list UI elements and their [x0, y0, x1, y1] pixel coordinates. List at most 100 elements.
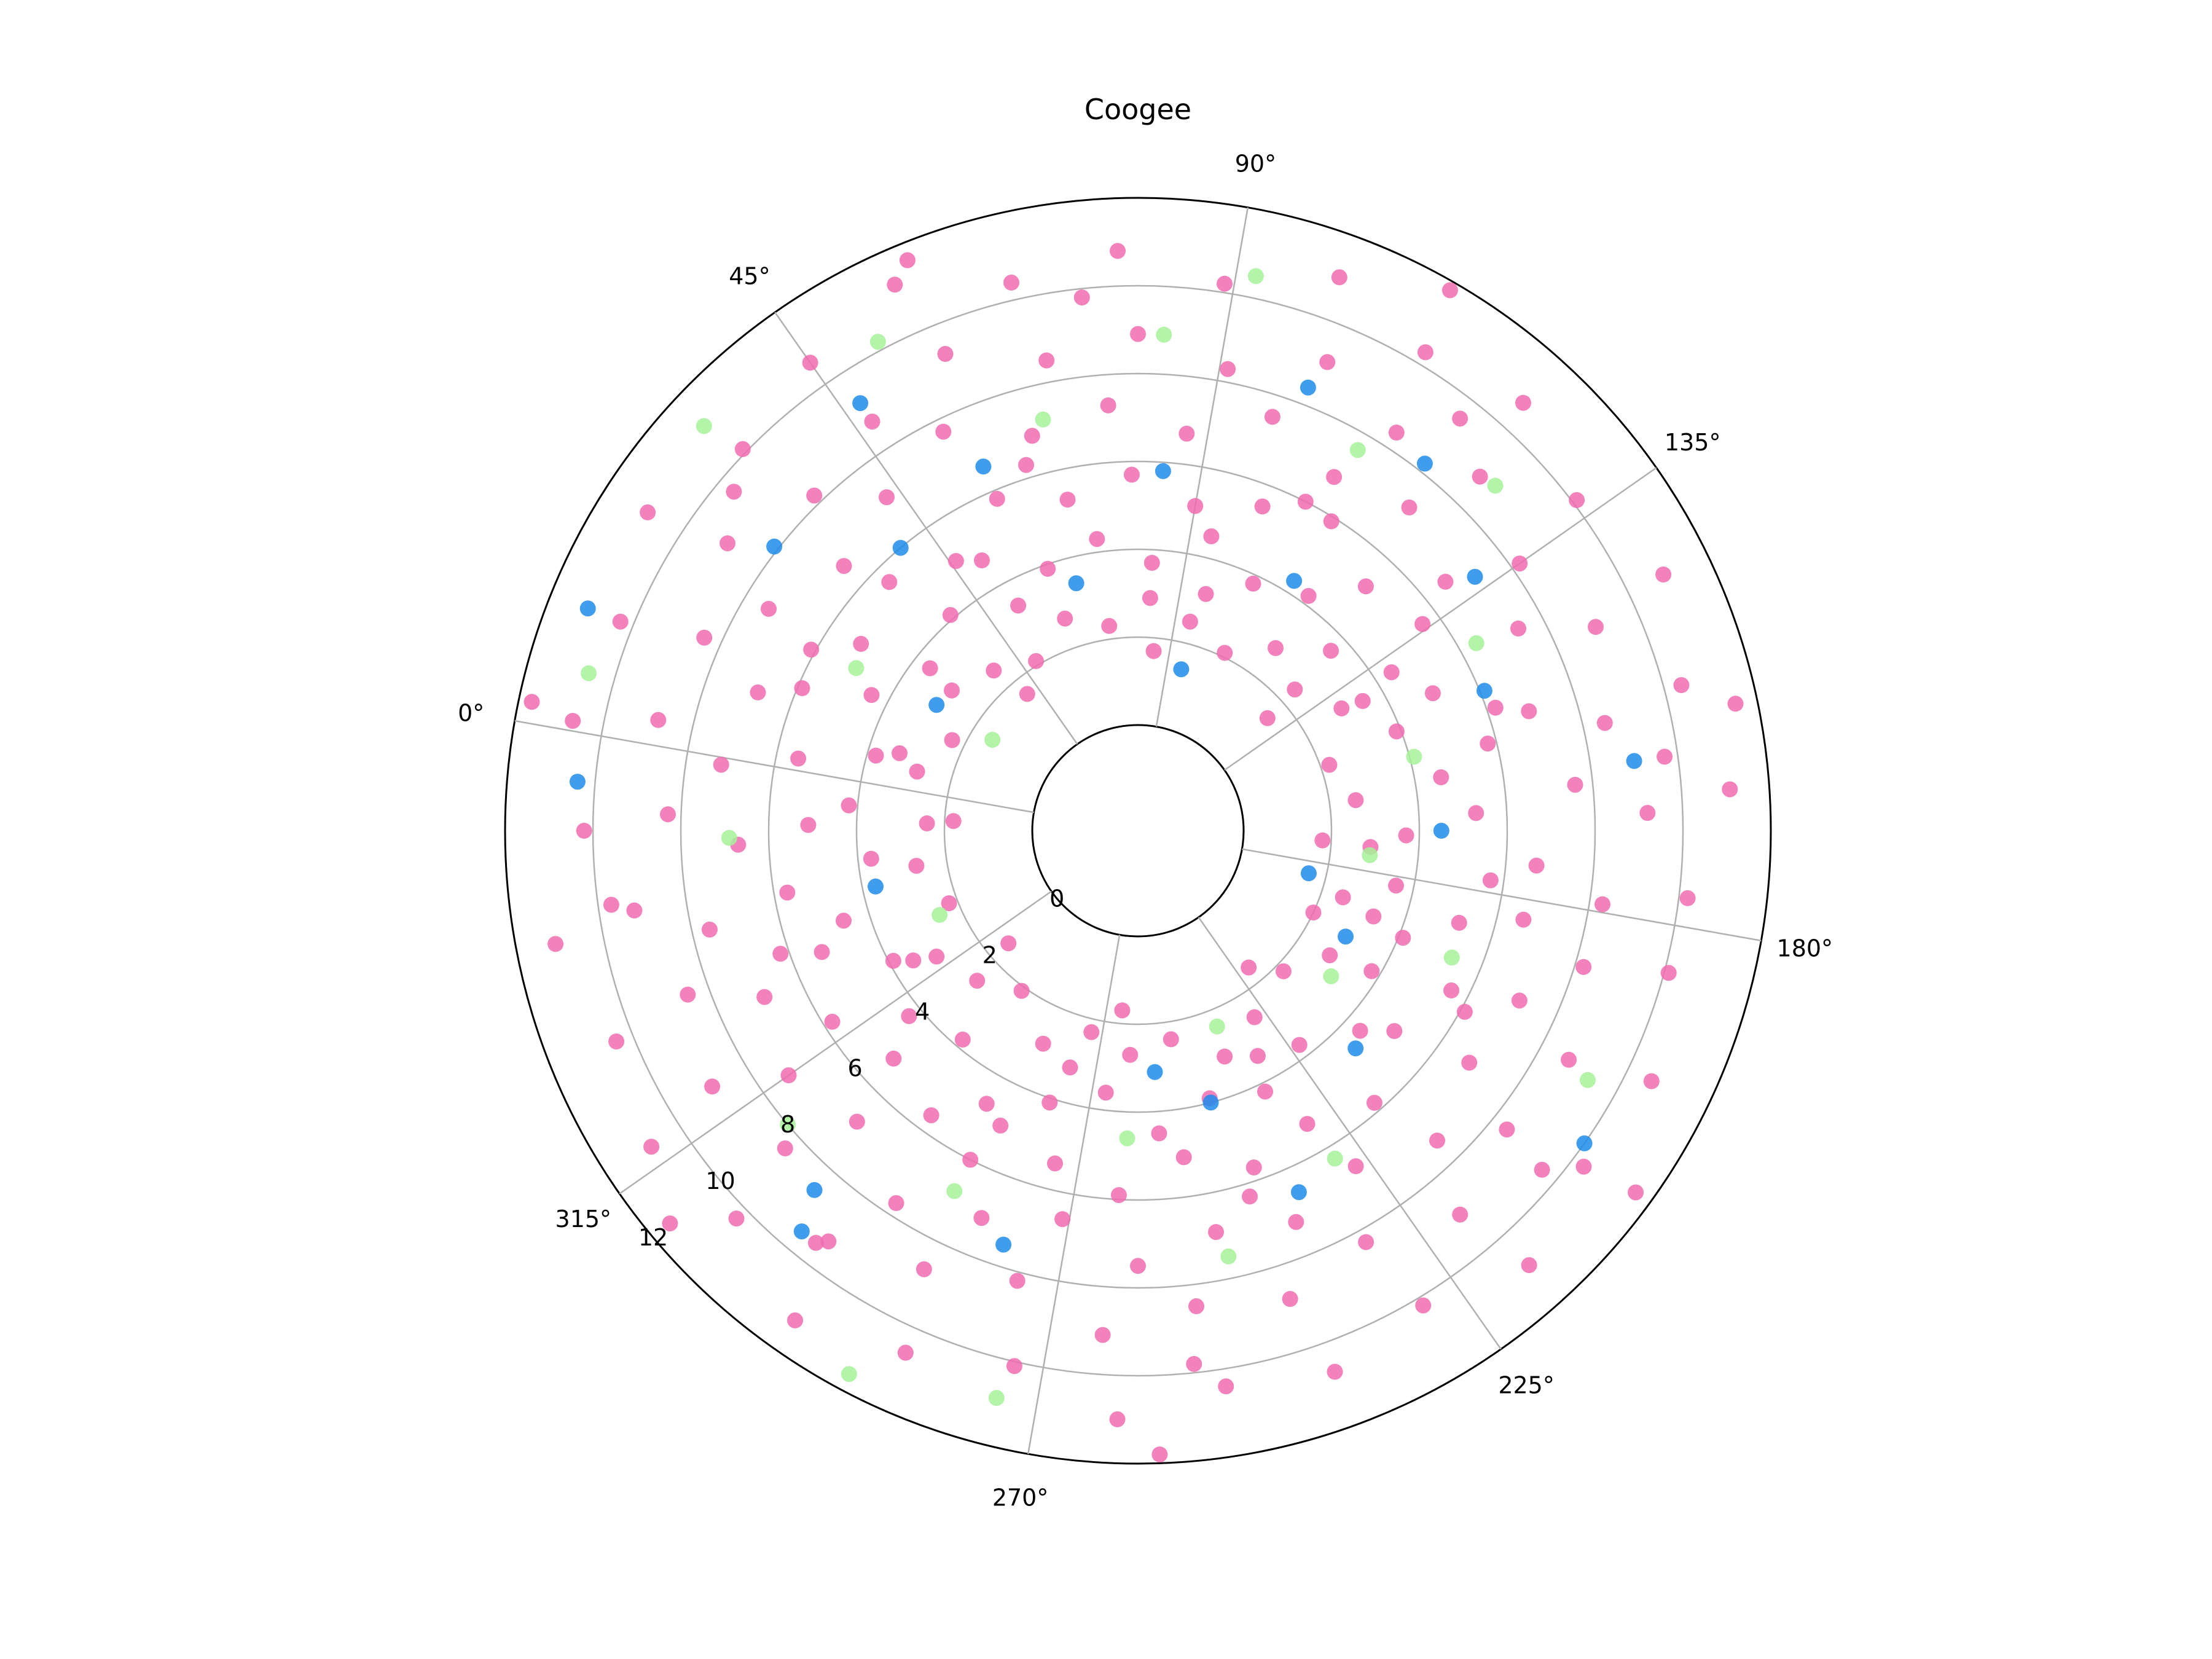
scatter-point-s0-131	[1575, 959, 1592, 975]
scatter-point-s0-221	[1241, 959, 1257, 976]
scatter-point-s0-13	[941, 895, 957, 911]
scatter-point-s0-138	[1094, 1327, 1111, 1343]
r-tick-label-8: 8	[780, 1111, 795, 1138]
scatter-point-s2-12	[696, 418, 712, 434]
scatter-point-s0-184	[802, 355, 818, 371]
scatter-point-s0-130	[1528, 857, 1545, 874]
scatter-point-s0-35	[1352, 1022, 1368, 1039]
scatter-point-s1-23	[793, 1223, 810, 1240]
scatter-point-s0-36	[1291, 1037, 1308, 1053]
scatter-point-s0-19	[986, 662, 1002, 679]
scatter-point-s0-87	[1059, 492, 1076, 508]
scatter-point-s0-223	[1000, 935, 1017, 952]
scatter-point-s0-59	[1300, 587, 1317, 604]
scatter-point-s0-120	[1024, 428, 1040, 444]
inner-axis-circle	[1031, 724, 1245, 938]
scatter-point-s0-18	[944, 682, 960, 699]
scatter-point-s0-179	[576, 823, 592, 839]
r-grid-circle-6	[767, 460, 1508, 1201]
scatter-point-s0-202	[1010, 597, 1027, 614]
scatter-point-s0-51	[922, 660, 938, 677]
theta-tick-label-135: 135°	[1665, 429, 1721, 456]
scatter-point-s0-107	[973, 1210, 990, 1226]
scatter-point-s0-216	[603, 896, 619, 913]
scatter-point-s2-1	[1323, 968, 1339, 984]
scatter-point-s0-182	[640, 504, 656, 520]
scatter-point-s0-82	[794, 680, 810, 696]
scatter-point-s0-5	[1217, 1048, 1233, 1065]
scatter-point-s0-118	[879, 489, 895, 506]
scatter-point-s0-74	[992, 1117, 1009, 1134]
scatter-point-s2-5	[988, 1390, 1005, 1406]
scatter-point-s0-65	[1451, 914, 1467, 931]
scatter-point-s0-11	[969, 973, 986, 989]
scatter-point-s0-104	[1208, 1224, 1224, 1241]
scatter-point-s1-16	[1286, 573, 1303, 589]
scatter-point-s1-19	[1626, 753, 1642, 769]
scatter-point-s0-196	[1679, 890, 1696, 906]
r-tick-label-4: 4	[915, 998, 930, 1025]
scatter-point-s0-205	[1456, 1003, 1473, 1020]
scatter-point-s0-159	[1512, 555, 1528, 572]
scatter-point-s0-186	[1003, 274, 1019, 291]
scatter-point-s0-0	[1335, 889, 1351, 906]
scatter-point-s0-158	[1472, 468, 1488, 485]
scatter-point-s0-115	[750, 684, 766, 700]
scatter-point-s0-197	[1365, 908, 1382, 925]
scatter-point-s0-209	[803, 641, 820, 658]
scatter-point-s0-193	[1655, 567, 1672, 582]
scatter-point-s0-109	[849, 1113, 865, 1130]
scatter-point-s0-73	[1047, 1155, 1063, 1172]
scatter-point-s0-80	[800, 817, 817, 833]
chart-title: Coogee	[1084, 93, 1191, 126]
scatter-point-s1-3	[1290, 1184, 1307, 1201]
scatter-point-s0-119	[935, 423, 952, 440]
scatter-point-s0-195	[1722, 781, 1738, 798]
scatter-point-s0-167	[1521, 1257, 1537, 1273]
theta-tick-label-315: 315°	[555, 1206, 612, 1233]
scatter-point-s0-142	[777, 1140, 793, 1156]
scatter-point-s0-75	[923, 1107, 939, 1124]
scatter-point-s0-29	[1321, 756, 1338, 773]
scatter-point-s0-190	[1417, 344, 1433, 361]
scatter-point-s0-41	[1041, 1094, 1058, 1111]
scatter-point-s0-23	[1142, 590, 1158, 606]
scatter-point-s2-8	[931, 907, 948, 923]
scatter-point-s2-22	[1580, 1072, 1596, 1088]
scatter-point-s0-15	[919, 815, 935, 831]
outer-axis-circle	[504, 197, 1772, 1465]
scatter-point-s1-15	[1173, 661, 1190, 678]
r-tick-label-12: 12	[638, 1224, 668, 1251]
scatter-point-s0-154	[1130, 326, 1146, 342]
scatter-point-s0-220	[1657, 748, 1673, 765]
scatter-point-s0-8	[1083, 1024, 1100, 1040]
scatter-point-s0-217	[726, 484, 742, 500]
scatter-point-s0-90	[1254, 498, 1271, 515]
scatter-point-s0-181	[612, 613, 629, 630]
scatter-point-s1-26	[1467, 568, 1483, 585]
scatter-point-s0-191	[1515, 394, 1531, 411]
scatter-point-s0-175	[728, 1210, 745, 1227]
scatter-point-s0-93	[1414, 616, 1431, 632]
scatter-point-s0-77	[824, 1013, 841, 1030]
scatter-point-s0-166	[1575, 1158, 1592, 1175]
scatter-point-s0-99	[1511, 992, 1528, 1009]
scatter-point-s0-146	[660, 806, 676, 823]
scatter-point-s0-66	[1443, 982, 1459, 998]
scatter-point-s0-61	[1383, 664, 1400, 681]
scatter-point-s0-212	[1487, 699, 1504, 716]
scatter-point-s0-37	[1257, 1083, 1273, 1100]
scatter-point-s0-81	[790, 750, 807, 767]
scatter-point-s0-27	[1287, 681, 1303, 698]
scatter-point-s0-211	[1297, 493, 1314, 510]
scatter-point-s1-8	[579, 600, 596, 617]
scatter-point-s0-232	[524, 694, 540, 710]
scatter-point-s0-84	[881, 574, 898, 590]
scatter-point-s0-85	[947, 553, 964, 569]
scatter-point-s0-123	[1264, 409, 1281, 425]
scatter-point-s0-117	[836, 558, 852, 575]
scatter-point-s0-155	[1220, 361, 1236, 377]
scatter-point-s0-132	[1561, 1051, 1577, 1068]
scatter-point-s0-135	[1358, 1234, 1375, 1250]
scatter-point-s0-152	[937, 346, 954, 362]
